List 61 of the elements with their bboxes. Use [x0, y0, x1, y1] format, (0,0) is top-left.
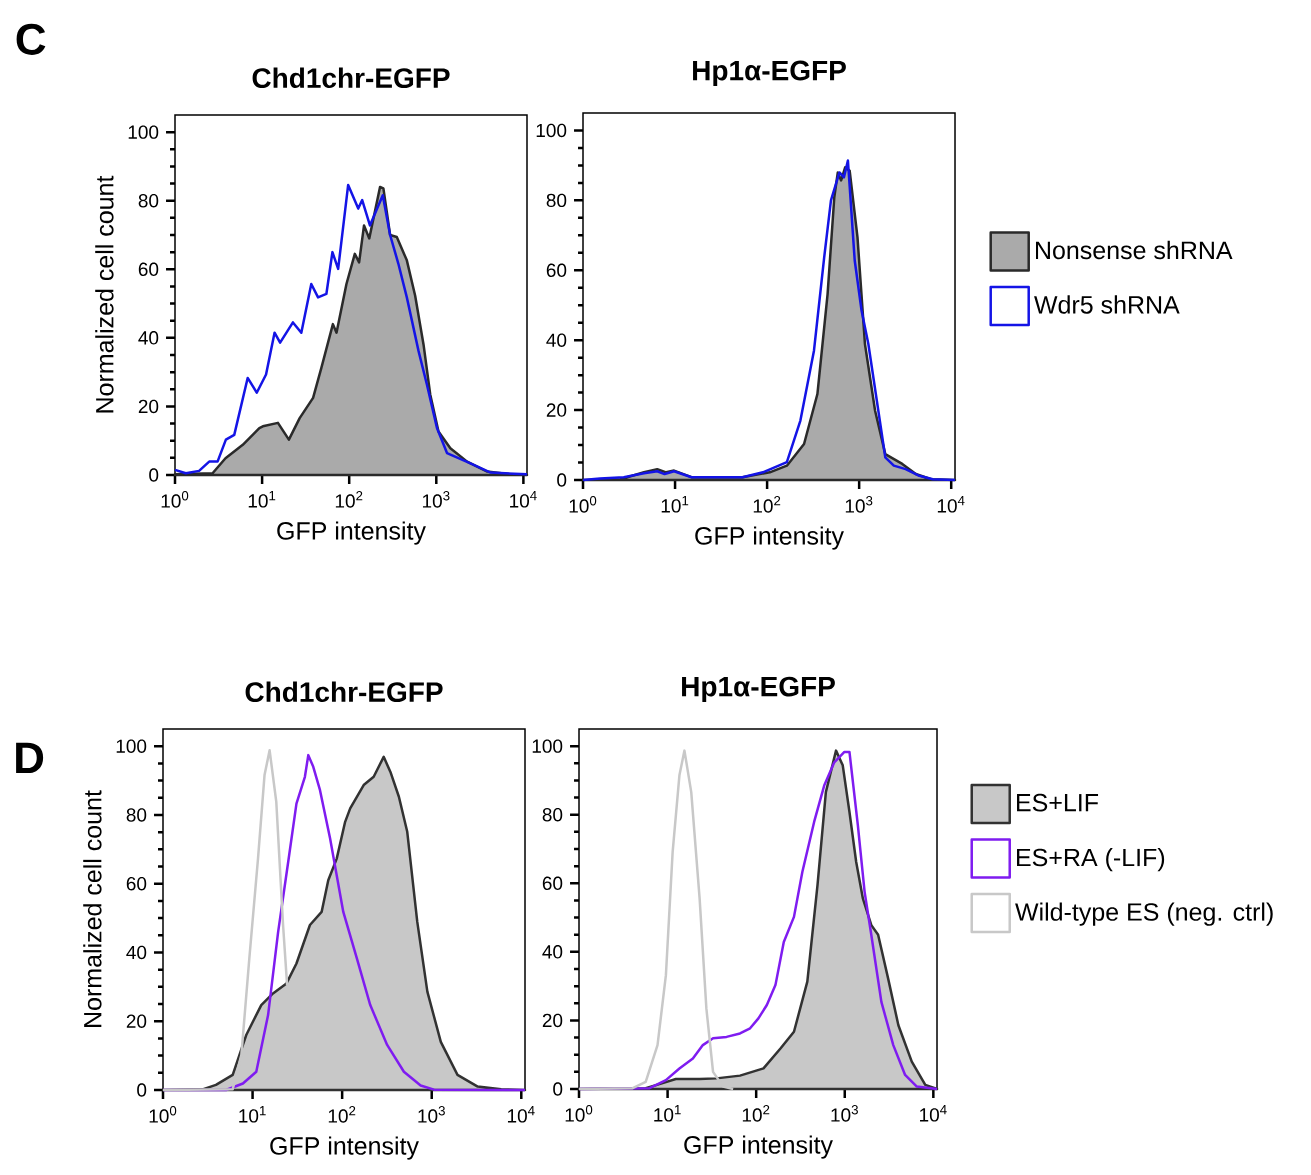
y-tick-label: 80 [542, 807, 563, 822]
x-tick-label: 10$^{0}$ [569, 496, 597, 513]
text: D [16, 742, 44, 774]
y-axis-title: Normalized cell count [83, 790, 102, 1027]
x-tick-label: 10$^{2}$ [335, 491, 363, 508]
y-tick-label: 100 [532, 739, 563, 753]
y-tick-label: 60 [126, 876, 147, 891]
legend-label: Nonsense shRNA [1036, 240, 1233, 260]
x-tick-label: 10$^{0}$ [161, 491, 189, 508]
chart-title: Chd1chr-EGFP [245, 681, 443, 703]
x-tick-label: 10$^{4}$ [920, 1105, 947, 1122]
y-tick-label: 60 [542, 876, 563, 891]
y-tick-label: 80 [126, 808, 147, 822]
x-axis-title: GFP intensity [684, 1135, 833, 1159]
y-tick-label: 40 [126, 945, 147, 960]
y-tick-label: 0 [557, 473, 567, 487]
y-tick-label: 20 [126, 1014, 147, 1028]
y-tick-label: 100 [116, 739, 147, 753]
x-tick-label: 10$^{1}$ [661, 496, 689, 513]
x-tick-label: 10$^{2}$ [328, 1106, 356, 1123]
y-tick-label: 40 [546, 333, 567, 347]
y-tick-label: 0 [553, 1082, 563, 1096]
x-tick-label: 10$^{4}$ [510, 491, 537, 508]
y-tick-label: 40 [138, 331, 159, 345]
chart-title: Hp1α-EGFP [682, 676, 835, 702]
x-tick-label: 10$^{3}$ [831, 1105, 858, 1122]
y-tick-label: 80 [546, 193, 567, 208]
text: C [16, 23, 46, 55]
y-tick-label: 100 [128, 125, 159, 139]
y-tick-label: 0 [149, 468, 159, 482]
x-tick-label: 10$^{3}$ [418, 1106, 445, 1123]
y-tick-label: 0 [137, 1083, 147, 1097]
x-axis-title: GFP intensity [695, 526, 844, 550]
x-tick-label: 10$^{0}$ [565, 1105, 593, 1122]
x-tick-label: 10$^{2}$ [753, 496, 781, 513]
x-axis-title: GFP intensity [270, 1136, 419, 1160]
chart-title: Hp1α-EGFP [693, 60, 846, 86]
x-tick-label: 10$^{3}$ [845, 496, 873, 513]
y-tick-label: 20 [542, 1013, 563, 1028]
x-tick-label: 10$^{4}$ [937, 496, 965, 513]
y-tick-label: 60 [546, 263, 567, 277]
legend-label: Wdr5 shRNA [1034, 295, 1180, 314]
x-tick-label: 10$^{2}$ [742, 1105, 770, 1122]
legend-label: ES+LIF [1017, 793, 1099, 812]
x-tick-label: 10$^{3}$ [422, 491, 450, 508]
x-tick-label: 10$^{1}$ [248, 491, 276, 508]
x-tick-label: 10$^{4}$ [507, 1106, 535, 1123]
x-tick-label: 10$^{1}$ [654, 1105, 681, 1122]
y-axis-title: Normalized cell count [95, 175, 114, 413]
legend-label: ES+RA (-LIF) [1017, 847, 1165, 872]
y-tick-label: 80 [138, 193, 159, 208]
x-tick-label: 10$^{0}$ [149, 1106, 177, 1123]
y-tick-label: 20 [138, 399, 159, 414]
y-tick-label: 100 [536, 123, 567, 138]
legend-label: Wild-type ES (neg. ctrl) [1015, 902, 1273, 926]
x-tick-label: 10$^{1}$ [239, 1106, 266, 1123]
chart-title: Chd1chr-EGFP [252, 67, 450, 88]
y-tick-label: 60 [138, 262, 159, 277]
x-axis-title: GFP intensity [277, 521, 426, 545]
y-tick-label: 20 [546, 403, 567, 417]
y-tick-label: 40 [542, 945, 563, 959]
